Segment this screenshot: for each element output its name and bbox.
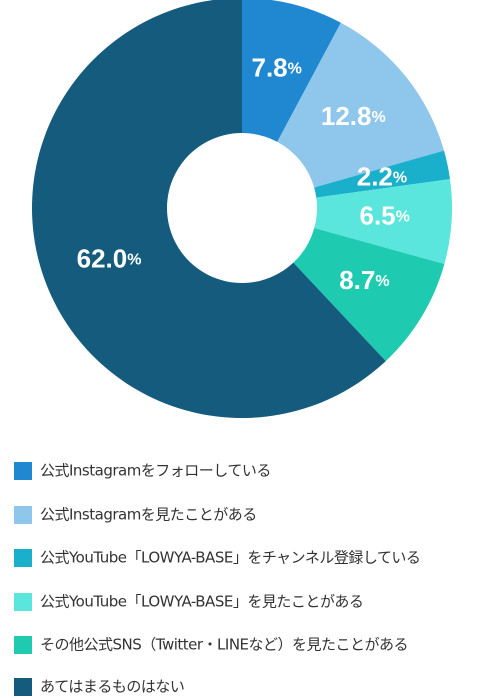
slice: [32, 0, 386, 418]
label-number: 6.5: [359, 200, 395, 230]
legend-label: その他公式SNS（Twitter・LINEなど）を見たことがある: [40, 636, 408, 654]
legend-swatch: [14, 678, 32, 696]
data-label: 6.5%: [359, 200, 409, 230]
legend-label: 公式YouTube「LOWYA-BASE」を見たことがある: [40, 593, 363, 611]
slice: [242, 0, 341, 142]
data-label: 2.2%: [357, 161, 407, 191]
label-unit: %: [393, 170, 407, 187]
slice: [314, 150, 450, 198]
label-number: 7.8: [251, 52, 287, 82]
legend-swatch: [14, 506, 32, 524]
label-unit: %: [127, 252, 141, 269]
data-label: 8.7%: [339, 265, 389, 295]
legend-label: 公式Instagramを見たことがある: [40, 506, 257, 524]
slice: [293, 228, 445, 362]
legend-label: 公式Instagramをフォローしている: [40, 462, 271, 480]
legend-label: 公式YouTube「LOWYA-BASE」をチャンネル登録している: [40, 549, 420, 567]
legend-label: あてはまるものはない: [40, 678, 184, 696]
label-unit: %: [288, 60, 302, 77]
label-number: 8.7: [339, 265, 375, 295]
label-unit: %: [396, 209, 410, 226]
slice: [314, 179, 452, 265]
legend-swatch: [14, 636, 32, 654]
data-label: 12.8%: [321, 101, 386, 131]
label-number: 2.2: [357, 161, 393, 191]
label-number: 12.8: [321, 101, 372, 131]
data-label: 7.8%: [251, 52, 301, 82]
legend-swatch: [14, 593, 32, 611]
label-number: 62.0: [77, 244, 128, 274]
legend-swatch: [14, 549, 32, 567]
label-unit: %: [372, 109, 386, 126]
legend-swatch: [14, 462, 32, 480]
data-label: 62.0%: [77, 244, 142, 274]
slice: [277, 22, 445, 188]
label-unit: %: [375, 273, 389, 290]
